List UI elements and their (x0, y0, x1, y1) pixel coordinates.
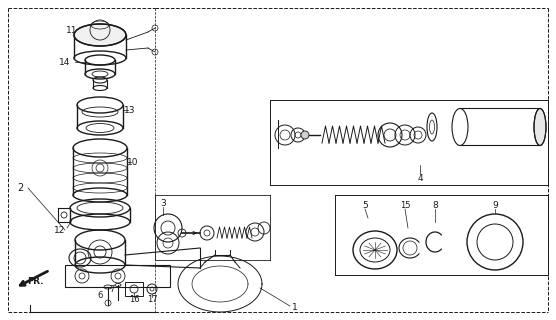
Text: 2: 2 (17, 183, 23, 193)
Text: 5: 5 (362, 201, 368, 210)
Text: 3: 3 (160, 198, 166, 207)
Text: 14: 14 (59, 58, 71, 67)
Circle shape (301, 131, 309, 139)
Text: 16: 16 (128, 295, 140, 305)
Text: 12: 12 (54, 226, 66, 235)
Text: 11: 11 (66, 26, 78, 35)
Text: 6: 6 (97, 291, 103, 300)
Text: 13: 13 (124, 106, 136, 115)
Ellipse shape (74, 24, 126, 46)
Text: 8: 8 (432, 201, 438, 210)
Text: 1: 1 (292, 303, 298, 313)
Text: 4: 4 (417, 173, 423, 182)
Text: 7: 7 (110, 285, 115, 294)
Text: 17: 17 (147, 295, 157, 305)
Text: 15: 15 (400, 201, 410, 210)
Bar (125, 282, 143, 296)
Bar (65, 265, 170, 287)
Ellipse shape (534, 108, 546, 146)
Text: 9: 9 (492, 201, 498, 210)
Text: 10: 10 (127, 157, 139, 166)
Text: FR.: FR. (27, 277, 43, 286)
